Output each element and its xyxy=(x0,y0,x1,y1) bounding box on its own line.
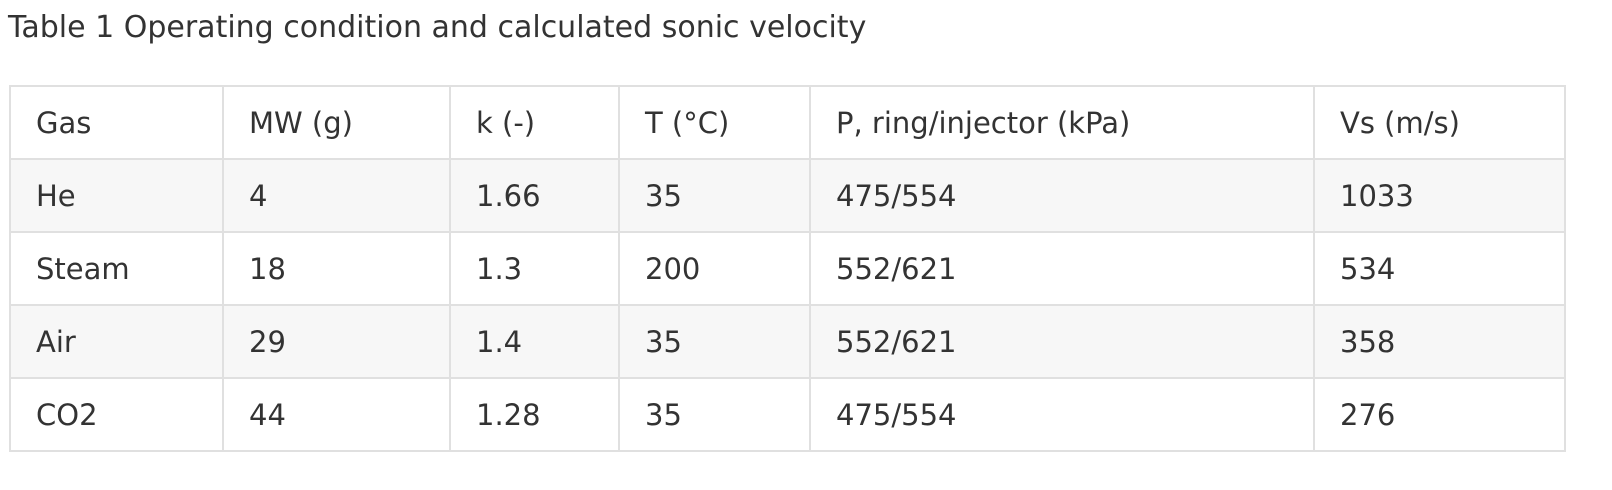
table-cell: 552/621 xyxy=(809,304,1315,379)
table-cell: 29 xyxy=(222,304,451,379)
table-cell: 1033 xyxy=(1313,158,1566,233)
table-cell: 18 xyxy=(222,231,451,306)
header-row: Gas MW (g) k (-) T (°C) P, ring/injector (kP… xyxy=(9,85,1566,160)
table-cell: 1.66 xyxy=(449,158,620,233)
table-cell: 475/554 xyxy=(809,158,1315,233)
table-row: Air 29 1.4 35 552/621 358 xyxy=(9,304,1566,379)
table-cell: T (°C) xyxy=(618,85,811,160)
table-cell: MW (g) xyxy=(222,85,451,160)
table-cell: Gas xyxy=(9,85,224,160)
table-cell: 475/554 xyxy=(809,377,1315,452)
table-row: CO2 44 1.28 35 475/554 276 xyxy=(9,377,1566,452)
table-cell: 534 xyxy=(1313,231,1566,306)
table-cell: 1.28 xyxy=(449,377,620,452)
table-body: Gas MW (g) k (-) T (°C) P, ring/injector (kP… xyxy=(9,85,1566,452)
table-cell: 35 xyxy=(618,377,811,452)
table-row: Steam 18 1.3 200 552/621 534 xyxy=(9,231,1566,306)
table-cell: 276 xyxy=(1313,377,1566,452)
table-cell: P, ring/injector (kPa) xyxy=(809,85,1315,160)
table-cell: 35 xyxy=(618,158,811,233)
table-title: Table 1 Operating condition and calculat… xyxy=(8,10,867,45)
table-cell: 1.4 xyxy=(449,304,620,379)
table-cell: 552/621 xyxy=(809,231,1315,306)
table-cell: He xyxy=(9,158,224,233)
table-cell: Air xyxy=(9,304,224,379)
table-cell: k (-) xyxy=(449,85,620,160)
table-cell: 200 xyxy=(618,231,811,306)
data-table: Gas MW (g) k (-) T (°C) P, ring/injector (kP… xyxy=(9,85,1566,452)
table-cell: Steam xyxy=(9,231,224,306)
table-cell: 35 xyxy=(618,304,811,379)
table-cell: CO2 xyxy=(9,377,224,452)
table-cell: 358 xyxy=(1313,304,1566,379)
table-row: He 4 1.66 35 475/554 1033 xyxy=(9,158,1566,233)
table-cell: 1.3 xyxy=(449,231,620,306)
table-cell: 4 xyxy=(222,158,451,233)
table-cell: Vs (m/s) xyxy=(1313,85,1566,160)
table-cell: 44 xyxy=(222,377,451,452)
